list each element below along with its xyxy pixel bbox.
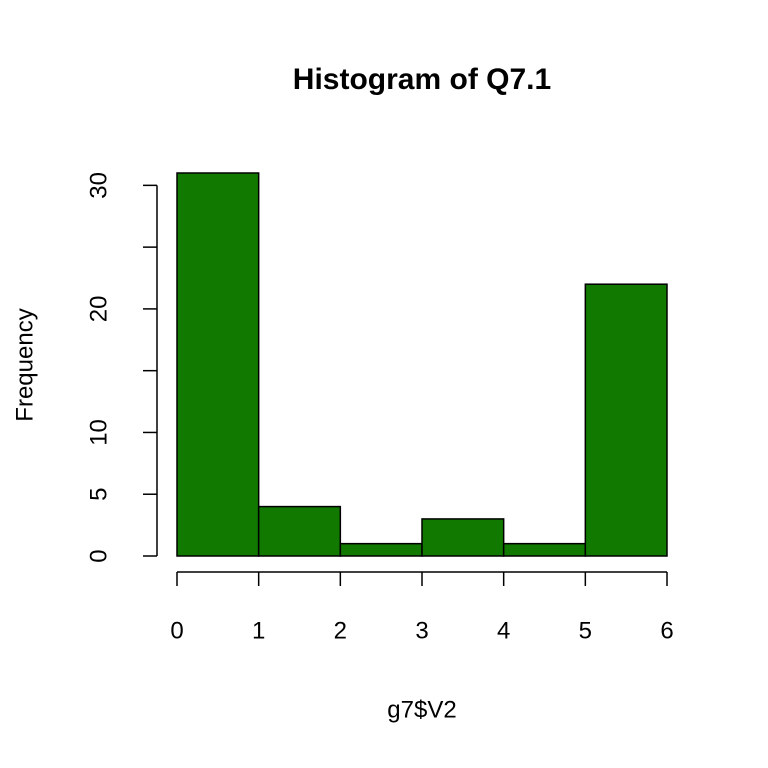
x-tick-label: 2: [334, 617, 347, 644]
x-tick-label: 0: [170, 617, 183, 644]
y-tick-label: 30: [85, 172, 112, 199]
chart-title: Histogram of Q7.1: [293, 63, 551, 96]
x-tick-label: 5: [579, 617, 592, 644]
bar: [176, 172, 260, 557]
x-tick-label: 4: [497, 617, 510, 644]
bar: [584, 283, 668, 557]
x-axis-label: g7$V2: [387, 696, 456, 723]
y-tick-label: 5: [85, 488, 112, 501]
bar: [421, 518, 505, 557]
y-tick-label: 20: [85, 296, 112, 323]
bar: [502, 542, 587, 557]
y-tick-label: 0: [85, 549, 112, 562]
x-tick-label: 3: [415, 617, 428, 644]
bar: [257, 505, 342, 557]
x-tick-label: 1: [252, 617, 265, 644]
y-axis-label: Frequency: [11, 308, 38, 421]
y-tick-label: 10: [85, 419, 112, 446]
bar: [339, 542, 423, 557]
x-tick-label: 6: [660, 617, 673, 644]
